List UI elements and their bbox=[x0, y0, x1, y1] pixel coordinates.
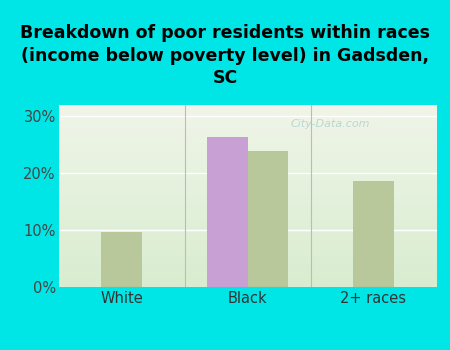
Bar bbox=[248, 151, 288, 287]
Text: Breakdown of poor residents within races
(income below poverty level) in Gadsden: Breakdown of poor residents within races… bbox=[20, 25, 430, 87]
Text: City-Data.com: City-Data.com bbox=[291, 119, 370, 129]
Bar bbox=[353, 181, 394, 287]
Bar bbox=[101, 232, 142, 287]
Legend: Gadsden, South Carolina: Gadsden, South Carolina bbox=[104, 345, 391, 350]
Bar bbox=[207, 138, 248, 287]
